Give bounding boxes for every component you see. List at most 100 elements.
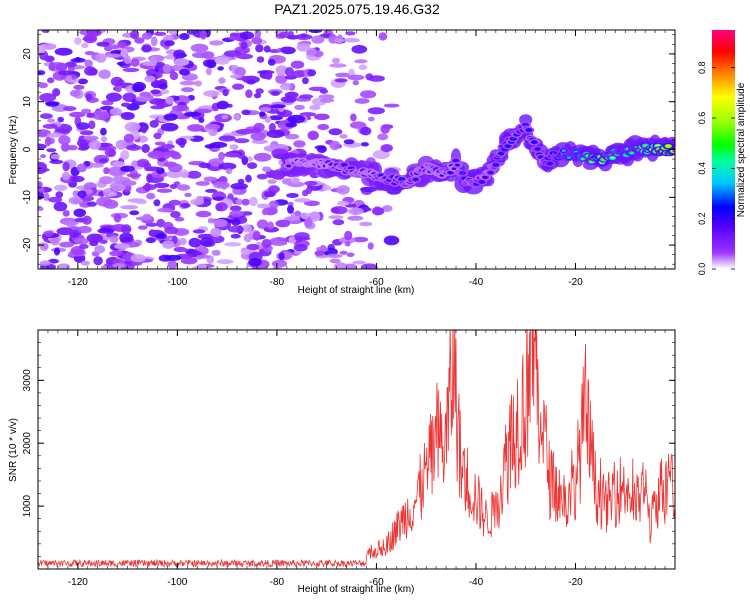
heat-cell [39,93,57,102]
heat-cell [141,144,150,153]
heat-cell [313,113,330,121]
ridge-cell [611,157,614,159]
heat-cell [269,238,280,244]
heat-cell [117,41,127,49]
heat-cell [211,249,221,256]
heat-cell [130,30,140,40]
heat-cell [60,142,70,152]
heat-cell [294,236,311,241]
heat-cell [164,254,182,261]
heat-cell [317,123,330,131]
ridge-cell [452,167,456,170]
heat-cell [309,104,321,111]
heat-cell [336,185,350,195]
heat-cell [360,263,378,269]
heat-cell [81,42,89,49]
heat-cell [93,256,103,266]
heat-cell [290,60,305,69]
heat-cell [229,74,243,79]
heat-cell [175,137,187,146]
heat-cell [234,138,250,144]
y-tick-label: 3000 [22,369,33,392]
heat-cell [64,74,73,82]
heat-cell [74,56,81,63]
heat-cell [223,50,242,57]
heat-cell [216,259,234,265]
heat-cell [251,128,261,134]
ridge-cell [461,172,465,175]
heat-cell [234,66,246,77]
heat-cell [54,247,60,256]
ridge-cell [440,174,444,177]
heat-cell [338,236,356,244]
heat-cell [52,88,61,97]
heat-cell [131,160,138,168]
heat-cell [190,43,209,53]
heat-cell [38,181,43,189]
heat-cell [112,161,126,167]
heat-cell [126,144,142,151]
heat-cell [83,33,98,44]
heat-cell [206,59,217,69]
heat-cell [280,46,291,52]
heat-cell [192,52,208,59]
heat-cell [316,145,327,153]
heat-cell [105,92,122,102]
heat-cell [180,257,198,265]
heat-cell [212,181,230,189]
heat-cell [380,144,393,153]
heat-cell [329,258,341,264]
x-tick-label: -60 [369,577,384,588]
ridge-cell [489,171,492,174]
heat-cell [218,135,236,142]
heat-cell [345,31,356,36]
heat-cell [227,225,244,233]
heat-cell [343,37,360,43]
heat-cell [184,111,202,117]
heat-cell [232,83,245,90]
heat-cell [167,163,183,173]
figure-title: PAZ1.2025.075.19.46.G32 [274,1,440,17]
heat-cell [74,238,89,245]
heat-cell [99,239,108,244]
heat-cell [207,217,215,224]
heat-cell [229,210,244,218]
heat-cell [218,77,226,84]
heat-cell [270,91,280,96]
heat-cell [56,227,74,236]
heat-cell [256,56,265,63]
heat-cell [41,30,50,33]
heat-cell [40,113,53,119]
heat-cell [222,89,229,97]
heat-cell [339,250,348,255]
heat-cell [122,67,140,73]
heat-cell [209,40,224,46]
heat-cell [46,132,65,138]
heat-cell [346,252,355,258]
heat-cell [179,33,190,40]
heat-cell [269,115,283,121]
heat-cell [184,192,192,198]
y-tick-label: -10 [22,190,33,205]
heat-cell [270,104,286,109]
ridge-cell [379,174,383,177]
heat-cell [344,230,353,241]
heat-cell [145,237,156,244]
heat-cell [83,135,99,141]
heat-cell [276,71,285,76]
ridge-cell [539,156,543,159]
ridge-cell [506,145,510,147]
heat-cell [44,136,52,147]
heat-cell [230,233,241,239]
ridge-cell [630,152,633,154]
heat-cell [275,219,291,228]
heat-cell [164,226,179,235]
snr-y-axis-label: SNR (10 * v/v) [8,418,19,482]
heat-cell [100,265,108,269]
heat-cell [105,53,122,58]
heat-cell [290,177,300,184]
heat-cell [121,224,132,235]
ridge-cell [667,145,670,148]
heat-cell [360,142,369,147]
